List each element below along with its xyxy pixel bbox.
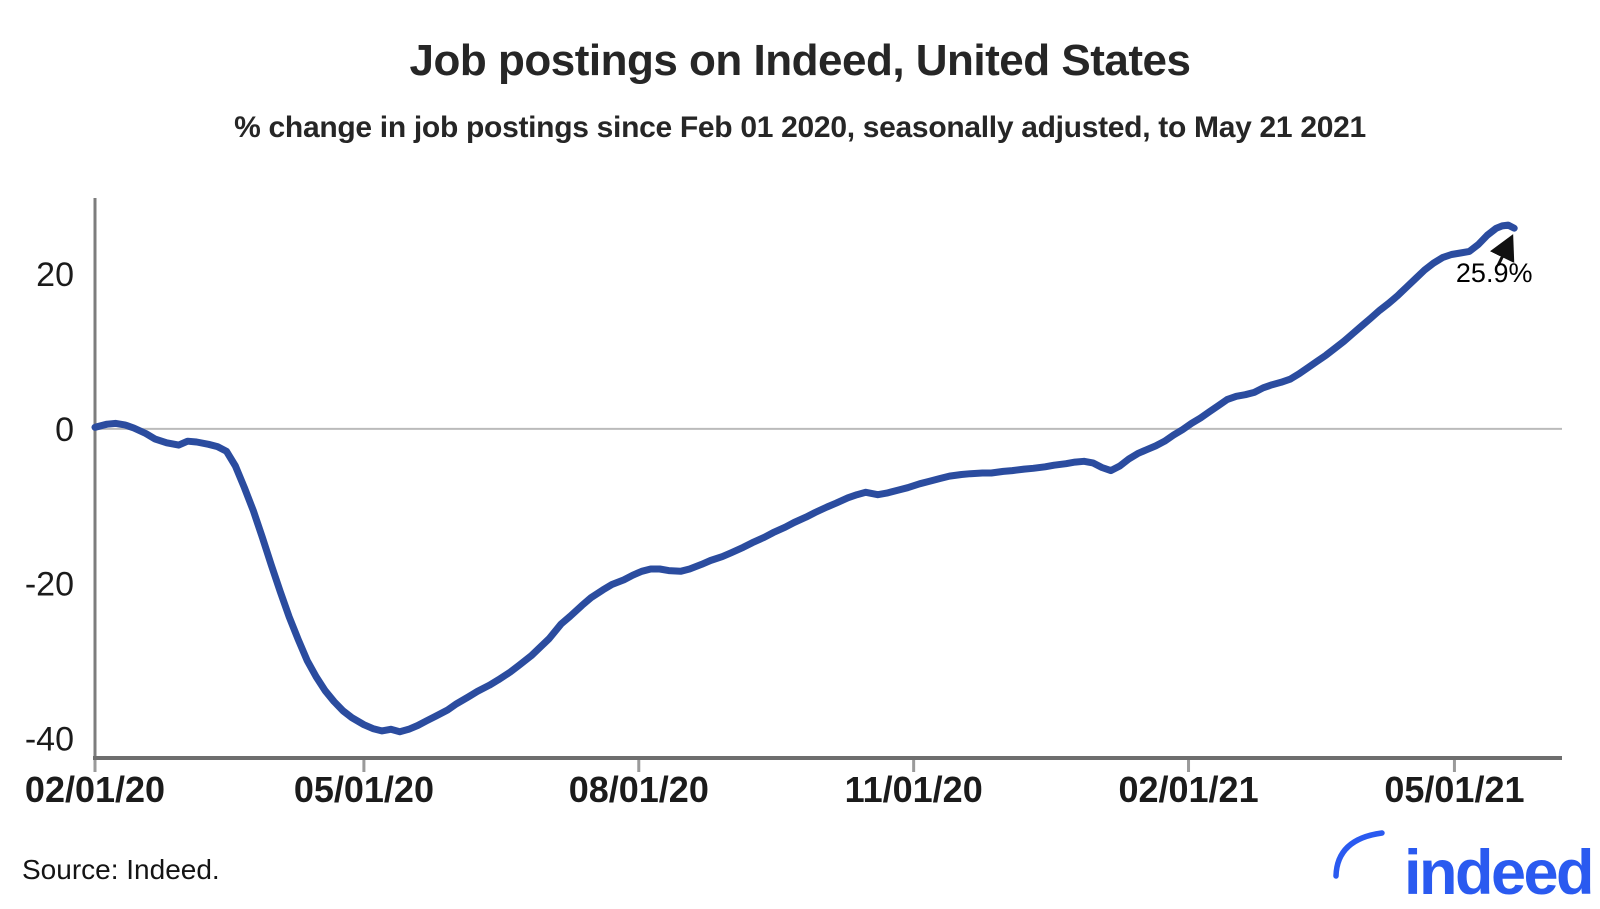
y-tick-label: -40 [25,721,74,759]
chart-title: Job postings on Indeed, United States [409,36,1191,85]
source-note: Source: Indeed. [22,854,220,885]
annotation-arrow [1489,234,1515,266]
chart-subtitle: % change in job postings since Feb 01 20… [234,111,1366,144]
x-tick-label: 08/01/20 [569,769,709,810]
indeed-logo-text: indeed [1403,838,1595,908]
y-tick-label: 20 [36,256,74,294]
y-tick-label: -20 [25,566,74,604]
x-tick-label: 05/01/21 [1384,769,1524,810]
annotation-label: 25.9% [1456,258,1533,288]
indeed-logo: indeed [1312,817,1595,909]
x-tick-label: 11/01/20 [845,769,983,810]
y-tick-label: 0 [55,411,74,449]
series-line [91,221,1518,736]
x-tick-label: 02/01/20 [25,769,165,810]
x-tick-label: 05/01/20 [294,769,434,810]
indeed-swoosh-icon [1333,830,1385,879]
x-tick-label: 02/01/21 [1118,769,1258,810]
